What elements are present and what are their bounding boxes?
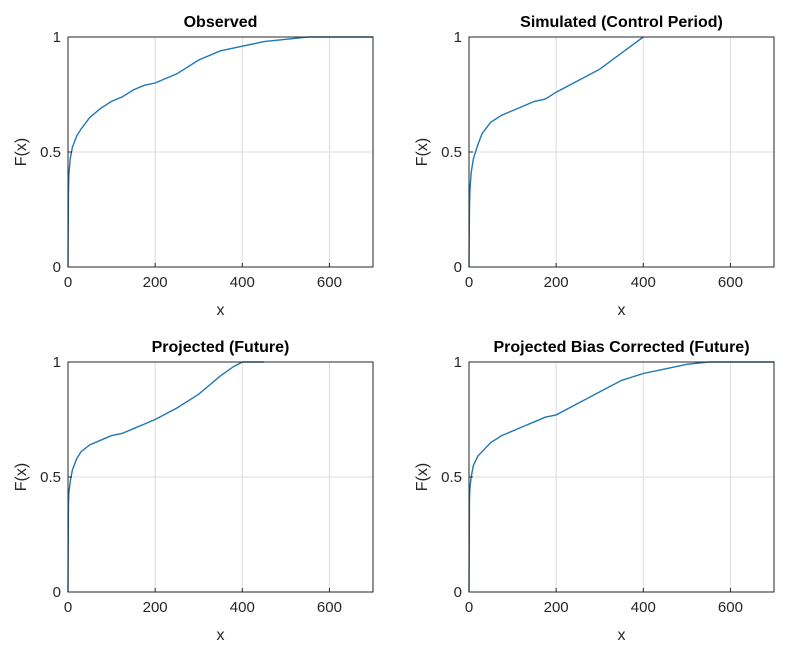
cdf-curve [67,361,265,593]
cdf-curve [468,361,774,593]
chart-title: Projected Bias Corrected (Future) [493,339,749,356]
y-tick-label: 0 [454,584,462,601]
chart-panel-1: 0 200 400 600 0 0.5 1 Observed x F(x) [13,14,374,319]
chart-title: Projected (Future) [152,339,290,356]
y-tick-label: 1 [53,29,61,46]
x-tick-label: 200 [544,599,569,616]
y-axis-label: F(x) [414,138,431,166]
x-tick-label: 0 [64,599,72,616]
x-tick-label: 200 [143,274,168,291]
chart-panel-2: 0 200 400 600 0 0.5 1 Simulated (Control Period… [414,14,775,319]
y-tick-label: 0 [53,584,61,601]
chart-panel-3: 0 200 400 600 0 0.5 1 Projected (Future) x F(x) [13,339,374,644]
chart-panel-4: 0 200 400 600 0 0.5 1 Projected Bias Corrected … [414,339,775,644]
y-axis-label: F(x) [13,463,30,491]
x-tick-label: 600 [317,599,342,616]
x-tick-label: 600 [718,274,743,291]
y-tick-label: 0 [53,259,61,276]
x-axis-label: x [217,627,225,644]
x-tick-label: 400 [631,274,656,291]
x-tick-label: 600 [718,599,743,616]
x-tick-label: 400 [230,274,255,291]
x-tick-label: 200 [143,599,168,616]
y-tick-label: 0.5 [40,469,61,486]
x-axis-label: x [217,302,225,319]
x-axis-label: x [618,627,626,644]
x-tick-label: 0 [64,274,72,291]
x-tick-label: 0 [465,599,473,616]
cdf-curve [468,36,644,268]
x-tick-label: 0 [465,274,473,291]
y-tick-label: 1 [53,354,61,371]
y-tick-label: 0.5 [441,144,462,161]
cdf-curve [67,36,373,268]
y-tick-label: 0.5 [40,144,61,161]
y-tick-label: 0 [454,259,462,276]
y-tick-label: 0.5 [441,469,462,486]
chart-title: Simulated (Control Period) [520,14,723,31]
y-axis-label: F(x) [13,138,30,166]
x-tick-label: 400 [230,599,255,616]
y-tick-label: 1 [454,354,462,371]
x-tick-label: 200 [544,274,569,291]
chart-title: Observed [184,14,258,31]
x-tick-label: 400 [631,599,656,616]
y-tick-label: 1 [454,29,462,46]
x-tick-label: 600 [317,274,342,291]
y-axis-label: F(x) [414,463,431,491]
x-axis-label: x [618,302,626,319]
